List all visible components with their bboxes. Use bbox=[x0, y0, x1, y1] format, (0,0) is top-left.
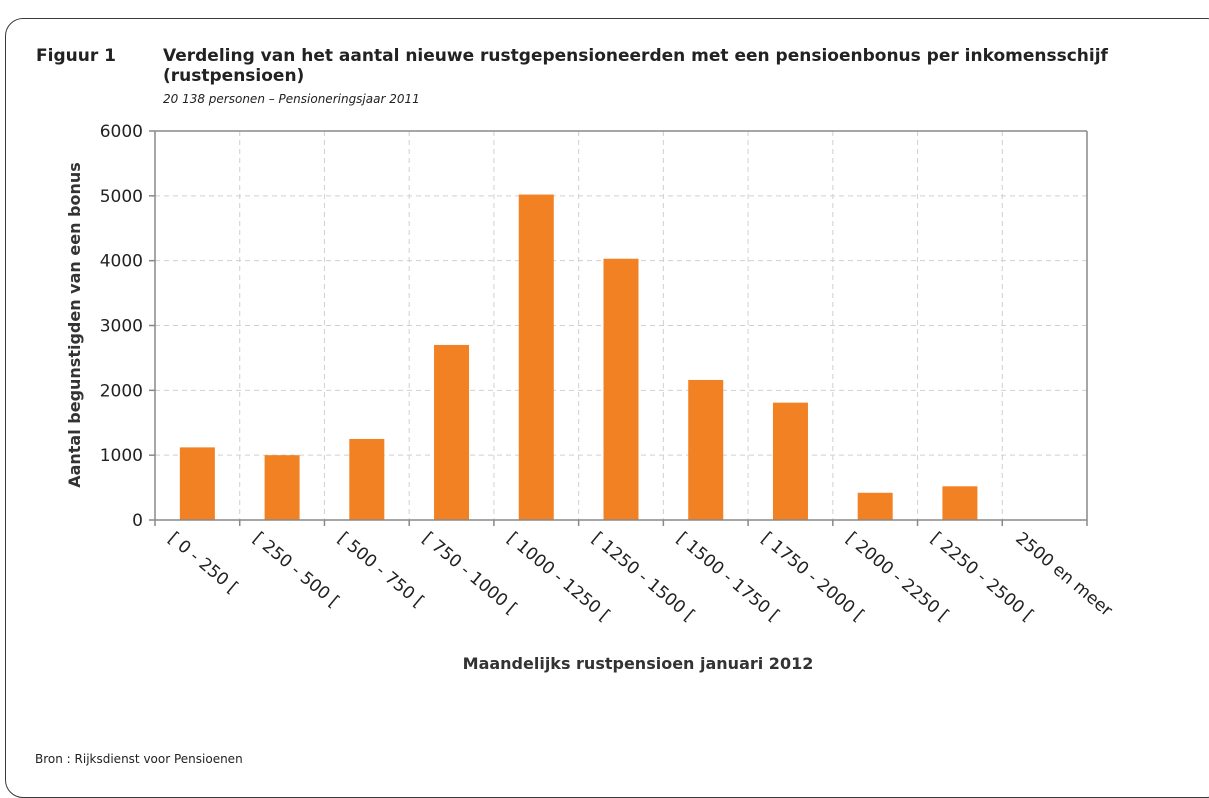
y-tick-label: 1000 bbox=[100, 446, 143, 466]
bar bbox=[434, 344, 470, 520]
y-tick-label: 0 bbox=[132, 511, 143, 531]
x-tick-label: [ 250 - 500 [ bbox=[249, 529, 343, 612]
bar bbox=[857, 492, 893, 520]
bar bbox=[518, 194, 554, 520]
y-tick-label: 3000 bbox=[100, 317, 143, 337]
bar bbox=[179, 447, 215, 520]
bars bbox=[179, 194, 978, 520]
figure-subtitle: 20 138 personen – Pensioneringsjaar 2011 bbox=[163, 92, 420, 106]
bar bbox=[772, 402, 808, 520]
y-axis-title: Aantal begunstigden van een bonus bbox=[65, 162, 84, 488]
figure-label: Figuur 1 bbox=[36, 46, 116, 66]
y-tick-labels: 0 1000 2000 3000 4000 5000 6000 bbox=[100, 122, 143, 531]
bar bbox=[688, 379, 724, 520]
x-tick-label: [ 0 - 250 [ bbox=[164, 529, 241, 598]
axes bbox=[149, 130, 1088, 526]
bar bbox=[349, 438, 385, 520]
x-tick-label: [ 500 - 750 [ bbox=[334, 529, 428, 612]
bar bbox=[603, 258, 639, 520]
y-tick-label: 4000 bbox=[100, 252, 143, 272]
figure-title: Verdeling van het aantal nieuwe rustgepe… bbox=[163, 46, 1108, 86]
source-note: Bron : Rijksdienst voor Pensioenen bbox=[35, 752, 243, 766]
x-axis-title: Maandelijks rustpensioen januari 2012 bbox=[463, 654, 814, 673]
y-tick-label: 6000 bbox=[100, 122, 143, 142]
bar bbox=[264, 455, 300, 520]
y-tick-label: 2000 bbox=[100, 381, 143, 401]
bar bbox=[942, 486, 978, 520]
y-tick-label: 5000 bbox=[100, 187, 143, 207]
x-tick-labels: [ 0 - 250 [[ 250 - 500 [[ 500 - 750 [[ 7… bbox=[164, 529, 1116, 626]
